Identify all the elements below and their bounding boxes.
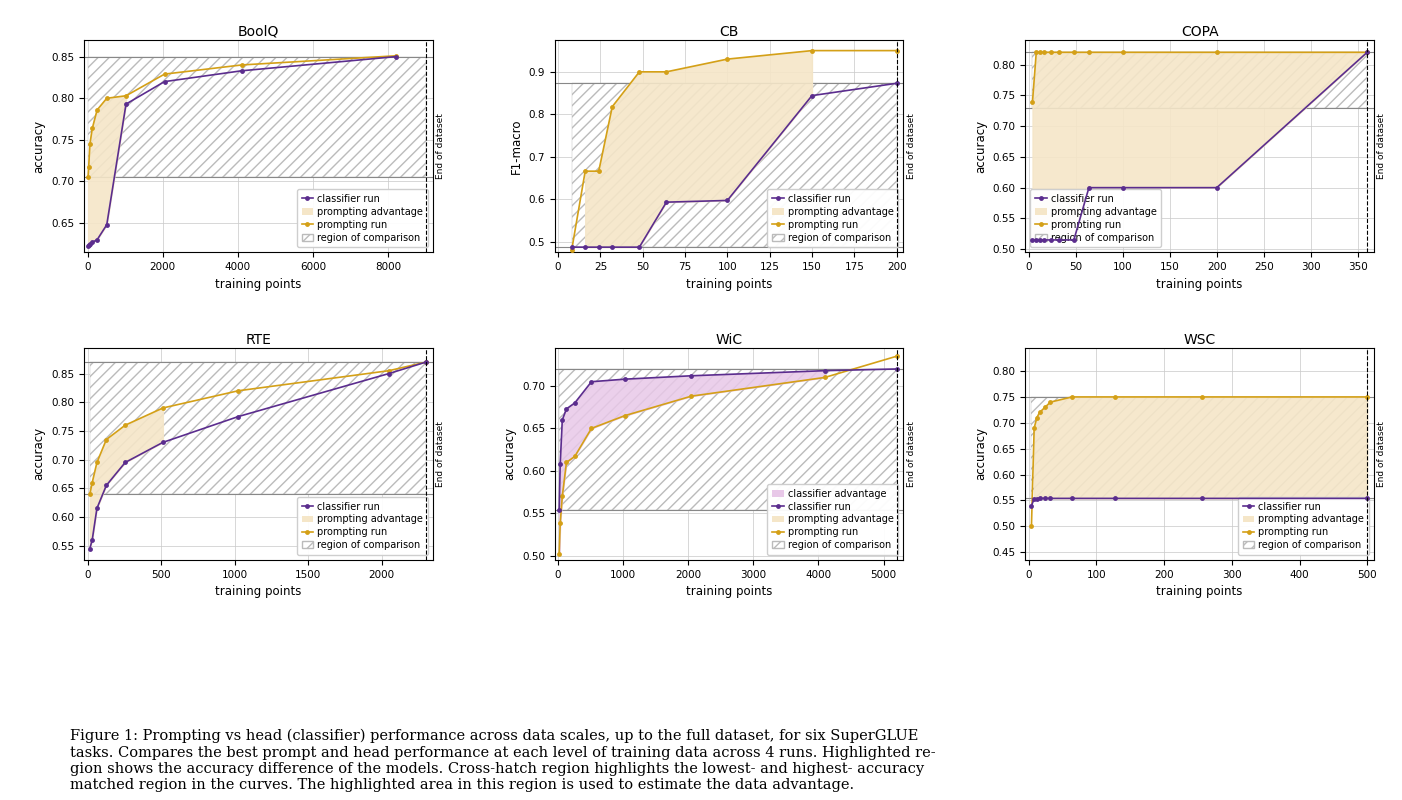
X-axis label: training points: training points <box>1157 278 1242 290</box>
Title: RTE: RTE <box>245 333 272 346</box>
Legend: classifier run, prompting advantage, prompting run, region of comparison: classifier run, prompting advantage, pro… <box>297 189 428 247</box>
Legend: classifier run, prompting advantage, prompting run, region of comparison: classifier run, prompting advantage, pro… <box>297 497 428 555</box>
Title: COPA: COPA <box>1180 25 1218 39</box>
X-axis label: training points: training points <box>686 586 773 598</box>
Legend: classifier run, prompting advantage, prompting run, region of comparison: classifier run, prompting advantage, pro… <box>767 189 899 247</box>
Y-axis label: accuracy: accuracy <box>32 119 46 173</box>
Text: End of dataset: End of dataset <box>436 421 446 487</box>
Text: End of dataset: End of dataset <box>1377 421 1387 487</box>
Title: WSC: WSC <box>1183 333 1216 346</box>
X-axis label: training points: training points <box>1157 586 1242 598</box>
Y-axis label: accuracy: accuracy <box>32 427 46 481</box>
Text: Figure 1: Prompting vs head (classifier) performance across data scales, up to t: Figure 1: Prompting vs head (classifier)… <box>70 729 935 792</box>
X-axis label: training points: training points <box>686 278 773 290</box>
Y-axis label: accuracy: accuracy <box>503 427 516 481</box>
Text: End of dataset: End of dataset <box>436 113 446 179</box>
Title: CB: CB <box>719 25 739 39</box>
Text: End of dataset: End of dataset <box>907 113 916 179</box>
Y-axis label: accuracy: accuracy <box>974 427 987 481</box>
Legend: classifier run, prompting advantage, prompting run, region of comparison: classifier run, prompting advantage, pro… <box>1030 189 1161 247</box>
Text: End of dataset: End of dataset <box>1377 113 1387 179</box>
Text: End of dataset: End of dataset <box>907 421 916 487</box>
Legend: classifier run, prompting advantage, prompting run, region of comparison: classifier run, prompting advantage, pro… <box>1238 497 1370 555</box>
Y-axis label: accuracy: accuracy <box>974 119 987 173</box>
Legend: classifier advantage, classifier run, prompting advantage, prompting run, region: classifier advantage, classifier run, pr… <box>767 484 899 555</box>
X-axis label: training points: training points <box>216 586 301 598</box>
Title: WiC: WiC <box>715 333 743 346</box>
X-axis label: training points: training points <box>216 278 301 290</box>
Title: BoolQ: BoolQ <box>238 25 279 39</box>
Y-axis label: F1-macro: F1-macro <box>510 118 523 174</box>
